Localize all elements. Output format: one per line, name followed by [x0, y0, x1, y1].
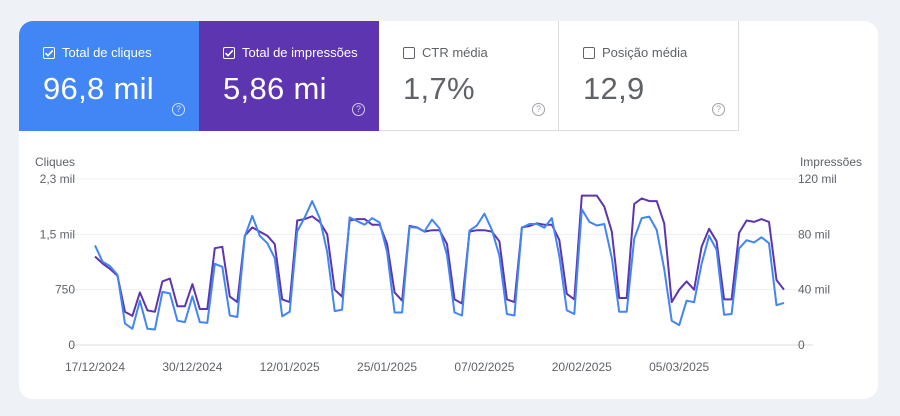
checkbox-checked-icon[interactable]	[43, 47, 55, 59]
right-axis-ticks: 0 40 mil 80 mil 120 mil	[798, 172, 837, 352]
series-line-clicks	[94, 200, 785, 331]
checkbox-unchecked-icon[interactable]	[403, 47, 415, 59]
performance-chart[interactable]: Cliques Impressões 0 750 1,5 mil 2,3 mil 0 4…	[19, 21, 878, 399]
checkbox-unchecked-icon[interactable]	[583, 47, 595, 59]
left-tick-label: 1,5 mil	[40, 227, 75, 241]
metric-tiles: Total de cliques 96,8 mil ? Total de imp…	[19, 21, 739, 131]
metric-tile-impressions[interactable]: Total de impressões 5,86 mi ?	[199, 21, 379, 131]
left-tick-label: 2,3 mil	[40, 172, 75, 186]
series-line-impressions	[94, 194, 785, 317]
x-tick-label: 07/02/2025	[454, 360, 514, 374]
x-tick-label: 20/02/2025	[552, 360, 612, 374]
help-icon[interactable]: ?	[352, 103, 365, 116]
metric-value: 5,86 mi	[223, 71, 327, 106]
metric-value: 1,7%	[403, 71, 475, 106]
help-icon[interactable]: ?	[172, 103, 185, 116]
left-tick-label: 0	[68, 338, 75, 352]
metric-tile-clicks[interactable]: Total de cliques 96,8 mil ?	[19, 21, 199, 131]
metric-tile-position[interactable]: Posição média 12,9 ?	[559, 21, 739, 131]
series-lines	[94, 194, 785, 331]
help-icon[interactable]: ?	[712, 103, 725, 116]
x-tick-label: 25/01/2025	[357, 360, 417, 374]
right-tick-label: 40 mil	[798, 283, 830, 297]
x-axis-ticks: 17/12/2024 30/12/2024 12/01/2025 25/01/2025…	[65, 360, 710, 374]
x-tick-label: 17/12/2024	[65, 360, 125, 374]
metric-value: 12,9	[583, 71, 645, 106]
performance-card: Total de cliques 96,8 mil ? Total de imp…	[19, 21, 878, 399]
metric-value: 96,8 mil	[43, 71, 154, 106]
right-tick-label: 0	[798, 338, 805, 352]
left-tick-label: 750	[55, 283, 75, 297]
right-axis-title: Impressões	[800, 155, 862, 169]
x-tick-label: 30/12/2024	[162, 360, 222, 374]
x-tick-label: 05/03/2025	[649, 360, 709, 374]
right-tick-label: 80 mil	[798, 227, 830, 241]
x-tick-label: 12/01/2025	[260, 360, 320, 374]
help-icon[interactable]: ?	[532, 103, 545, 116]
left-axis-ticks: 0 750 1,5 mil 2,3 mil	[40, 172, 76, 352]
left-axis-title: Cliques	[35, 155, 75, 169]
checkbox-checked-icon[interactable]	[223, 47, 235, 59]
metric-tile-ctr[interactable]: CTR média 1,7% ?	[379, 21, 559, 131]
right-tick-label: 120 mil	[798, 172, 837, 186]
